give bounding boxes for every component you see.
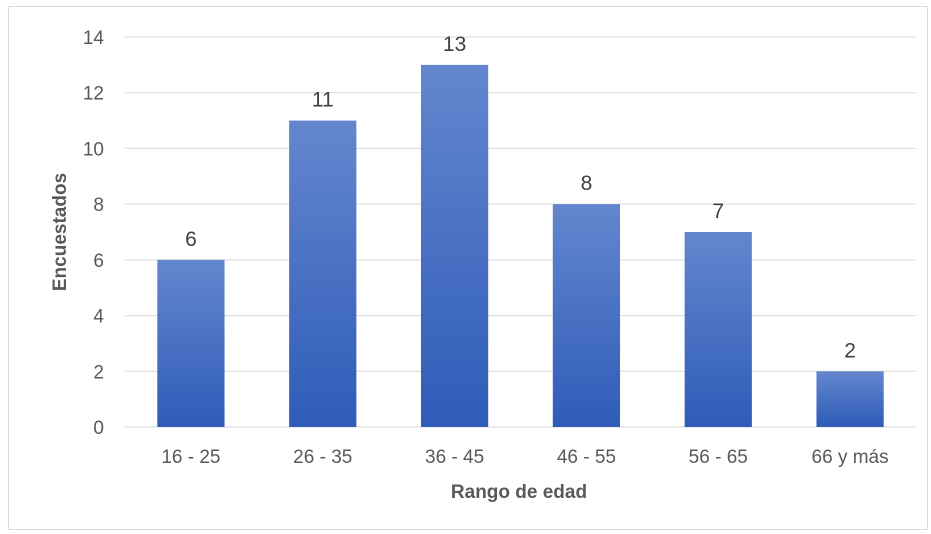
y-tick-label: 0: [93, 418, 104, 439]
bar: [684, 232, 752, 427]
x-axis-title: Rango de edad: [451, 482, 587, 503]
bar: [289, 120, 357, 428]
y-tick-label: 4: [93, 307, 104, 328]
bars: [157, 64, 884, 428]
gridlines: [125, 36, 916, 428]
y-tick-label: 6: [93, 251, 104, 272]
y-tick-label: 12: [83, 84, 104, 105]
x-tick-label: 36 - 45: [425, 447, 484, 468]
data-label: 7: [712, 200, 724, 223]
y-axis-title: Encuestados: [50, 173, 71, 291]
data-label: 2: [844, 339, 856, 362]
data-label: 13: [443, 33, 466, 56]
x-tick-label: 26 - 35: [293, 447, 352, 468]
data-label: 8: [581, 172, 593, 195]
y-tick-label: 8: [93, 195, 104, 216]
x-tick-label: 46 - 55: [557, 447, 616, 468]
x-tick-label: 56 - 65: [689, 447, 748, 468]
y-tick-label: 10: [83, 139, 104, 160]
x-tick-label: 16 - 25: [161, 447, 220, 468]
y-tick-label: 2: [93, 362, 104, 383]
x-tick-label: 66 y más: [812, 447, 889, 468]
bar: [420, 64, 489, 427]
data-labels: 6 11 13 8 7 2: [185, 33, 856, 362]
bar: [552, 204, 621, 427]
y-tick-label: 14: [83, 28, 105, 49]
y-axis-ticks: 0 2 4 6 8 10 12 14: [83, 28, 105, 439]
bar: [816, 371, 884, 427]
data-label: 6: [185, 228, 197, 251]
data-label: 11: [312, 89, 334, 112]
x-axis-ticks: 16 - 25 26 - 35 36 - 45 46 - 55 56 - 65 66 y …: [161, 447, 888, 468]
bar: [157, 259, 225, 427]
